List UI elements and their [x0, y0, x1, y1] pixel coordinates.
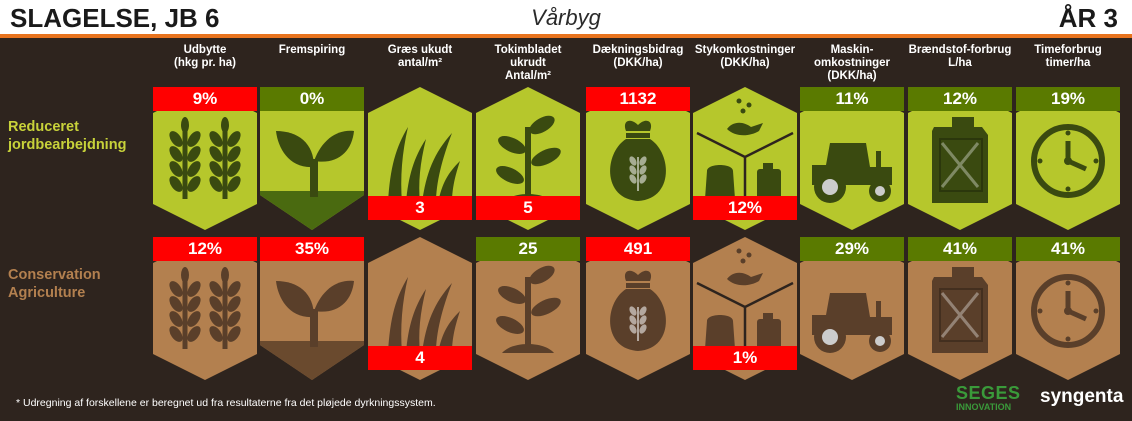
- cell-money-bag-reduceret: 1132: [586, 87, 690, 230]
- value-badge: 19%: [1016, 87, 1120, 111]
- column-header: Dækningsbidrag (DKK/ha): [586, 44, 690, 70]
- money-bag-icon: [586, 87, 690, 230]
- cell-wheat-reduceret: 9%: [153, 87, 257, 230]
- inputs-cube-icon: [693, 87, 797, 230]
- value-badge: 35%: [260, 237, 364, 261]
- column-header-title: Timeforbrug: [1034, 44, 1102, 56]
- location-title: SLAGELSE, JB 6: [10, 3, 220, 33]
- fuel-can-icon: [908, 87, 1012, 230]
- column-header-title: Stykomkostninger: [694, 44, 796, 56]
- money-bag-icon: [586, 237, 690, 380]
- column-header-title: Dækningsbidrag: [592, 44, 684, 56]
- column-header-title: Brændstof-forbrug: [908, 44, 1012, 56]
- syngenta-logo: syngenta: [1040, 386, 1124, 407]
- column-header-unit: Antal/m²: [505, 70, 551, 82]
- cell-sprout-reduceret: 0%: [260, 87, 364, 230]
- weed-icon: [476, 87, 580, 230]
- value-badge: 11%: [800, 87, 904, 111]
- value-badge: 0%: [260, 87, 364, 111]
- value-badge: 3: [368, 196, 472, 220]
- cell-tractor-conservation: 29%: [800, 237, 904, 380]
- year-title: ÅR 3: [1058, 3, 1118, 33]
- value-badge: 4: [368, 346, 472, 370]
- row-label-reduceret: Reduceret jordbearbejdning: [8, 118, 126, 154]
- column-header: Tokimbladet ukrudt Antal/m²: [476, 44, 580, 83]
- column-header-unit: (DKK/ha): [613, 57, 663, 69]
- column-header-unit: (DKK/ha): [827, 70, 877, 82]
- column-header: Græs ukudt antal/m²: [368, 44, 472, 70]
- clock-icon: [1016, 237, 1120, 380]
- column-header: Brændstof-forbrug L/ha: [908, 44, 1012, 70]
- column-header-title: Græs ukudt: [387, 44, 453, 56]
- value-badge: 41%: [1016, 237, 1120, 261]
- column-header: Stykomkostninger (DKK/ha): [693, 44, 797, 70]
- value-badge: 1%: [693, 346, 797, 370]
- cell-weed-reduceret: 5: [476, 87, 580, 230]
- value-badge: 5: [476, 196, 580, 220]
- column-header-title: Udbytte: [183, 44, 227, 56]
- cell-fuel-can-conservation: 41%: [908, 237, 1012, 380]
- sprout-icon: [260, 237, 364, 380]
- cell-money-bag-conservation: 491: [586, 237, 690, 380]
- column-header-unit: L/ha: [948, 57, 972, 69]
- cell-grass-conservation: 4: [368, 237, 472, 380]
- cell-clock-conservation: 41%: [1016, 237, 1120, 380]
- value-badge: 491: [586, 237, 690, 261]
- column-header: Timeforbrug timer/ha: [1016, 44, 1120, 70]
- column-header-title: Maskin-omkostninger: [813, 44, 891, 69]
- title-bar: SLAGELSE, JB 6 Vårbyg ÅR 3: [0, 0, 1132, 38]
- value-badge: 12%: [153, 237, 257, 261]
- column-header-unit: (hkg pr. ha): [174, 57, 236, 69]
- value-badge: 12%: [693, 196, 797, 220]
- cell-weed-conservation: 25: [476, 237, 580, 380]
- weed-icon: [476, 237, 580, 380]
- column-header-unit: (DKK/ha): [720, 57, 770, 69]
- wheat-icon: [153, 237, 257, 380]
- clock-icon: [1016, 87, 1120, 230]
- row-label-line2: Agriculture: [8, 285, 86, 301]
- row-label-line2: jordbearbejdning: [8, 137, 127, 153]
- row-label-line1: Conservation: [8, 267, 101, 283]
- grass-icon: [368, 87, 472, 230]
- seges-logo-main: SEGES: [956, 383, 1021, 403]
- sprout-icon: [260, 87, 364, 230]
- cell-clock-reduceret: 19%: [1016, 87, 1120, 230]
- cell-wheat-conservation: 12%: [153, 237, 257, 380]
- crop-title: Vårbyg: [531, 5, 601, 30]
- tractor-icon: [800, 87, 904, 230]
- column-header: Maskin-omkostninger (DKK/ha): [800, 44, 904, 83]
- row-label-line1: Reduceret: [8, 119, 79, 135]
- value-badge: 29%: [800, 237, 904, 261]
- value-badge: 1132: [586, 87, 690, 111]
- column-header: Udbytte (hkg pr. ha): [153, 44, 257, 70]
- cell-inputs-cube-conservation: 1%: [693, 237, 797, 380]
- cell-fuel-can-reduceret: 12%: [908, 87, 1012, 230]
- value-badge: 9%: [153, 87, 257, 111]
- seges-logo-sub: INNOVATION: [956, 402, 1012, 412]
- cell-inputs-cube-reduceret: 12%: [693, 87, 797, 230]
- tractor-icon: [800, 237, 904, 380]
- cell-grass-reduceret: 3: [368, 87, 472, 230]
- column-header-title: Tokimbladet ukrudt: [494, 44, 562, 69]
- column-header: Fremspiring: [260, 44, 364, 57]
- column-header-unit: antal/m²: [397, 57, 443, 69]
- row-label-conservation: Conservation Agriculture: [8, 266, 101, 302]
- footnote: * Udregning af forskellene er beregnet u…: [16, 397, 436, 409]
- wheat-icon: [153, 87, 257, 230]
- grass-icon: [368, 237, 472, 380]
- fuel-can-icon: [908, 237, 1012, 380]
- value-badge: 25: [476, 237, 580, 261]
- value-badge: 41%: [908, 237, 1012, 261]
- value-badge: 12%: [908, 87, 1012, 111]
- cell-tractor-reduceret: 11%: [800, 87, 904, 230]
- inputs-cube-icon: [693, 237, 797, 380]
- seges-logo: SEGES INNOVATION: [956, 384, 1026, 412]
- column-header-title: Fremspiring: [278, 44, 346, 56]
- column-header-unit: timer/ha: [1045, 57, 1091, 69]
- cell-sprout-conservation: 35%: [260, 237, 364, 380]
